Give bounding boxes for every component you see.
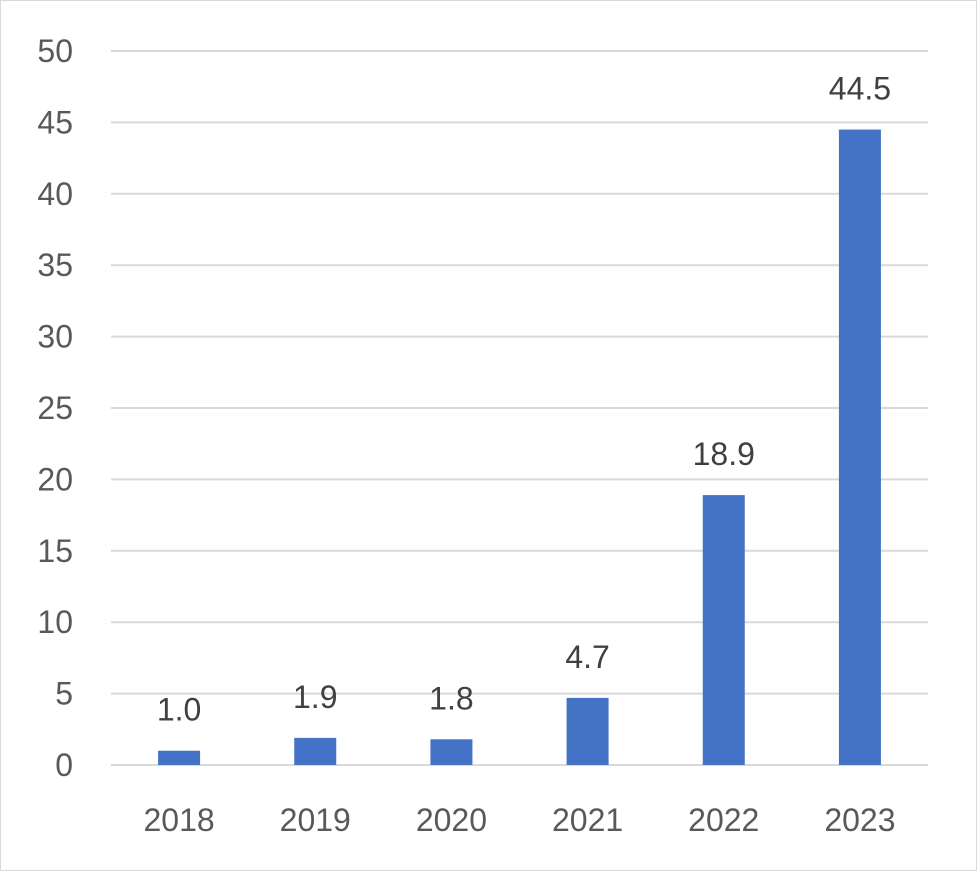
x-tick-label: 2020 xyxy=(416,802,487,838)
x-tick-label: 2018 xyxy=(143,802,214,838)
y-tick-label: 35 xyxy=(37,247,73,283)
x-tick-label: 2023 xyxy=(824,802,895,838)
y-tick-label: 50 xyxy=(37,33,73,69)
data-label: 1.0 xyxy=(157,692,201,728)
y-tick-label: 25 xyxy=(37,390,73,426)
y-tick-label: 40 xyxy=(37,176,73,212)
y-tick-label: 15 xyxy=(37,533,73,569)
x-axis-ticks: 2018 2019 2020 2021 2022 2023 xyxy=(143,802,895,838)
bar-2022 xyxy=(702,495,745,765)
data-label: 18.9 xyxy=(693,436,755,472)
bar-2023 xyxy=(838,129,881,766)
y-tick-label: 45 xyxy=(37,104,73,140)
bars xyxy=(158,129,881,766)
x-tick-label: 2022 xyxy=(688,802,759,838)
bar-2020 xyxy=(430,739,473,765)
data-labels: 1.0 1.9 1.8 4.7 18.9 44.5 xyxy=(157,71,891,728)
y-tick-label: 0 xyxy=(55,747,73,783)
bar-2018 xyxy=(158,750,201,765)
y-tick-label: 10 xyxy=(37,604,73,640)
data-label: 4.7 xyxy=(565,639,609,675)
x-tick-label: 2021 xyxy=(552,802,623,838)
data-label: 1.8 xyxy=(429,680,473,716)
y-tick-label: 20 xyxy=(37,461,73,497)
y-axis-ticks: 0 5 10 15 20 25 30 35 40 45 50 xyxy=(37,33,73,783)
y-tick-label: 5 xyxy=(55,676,73,712)
y-tick-label: 30 xyxy=(37,319,73,355)
data-label: 1.9 xyxy=(293,679,337,715)
bar-2019 xyxy=(294,737,337,765)
data-label: 44.5 xyxy=(829,71,891,107)
gridlines xyxy=(111,50,928,766)
x-tick-label: 2019 xyxy=(280,802,351,838)
bar-2021 xyxy=(566,697,609,765)
